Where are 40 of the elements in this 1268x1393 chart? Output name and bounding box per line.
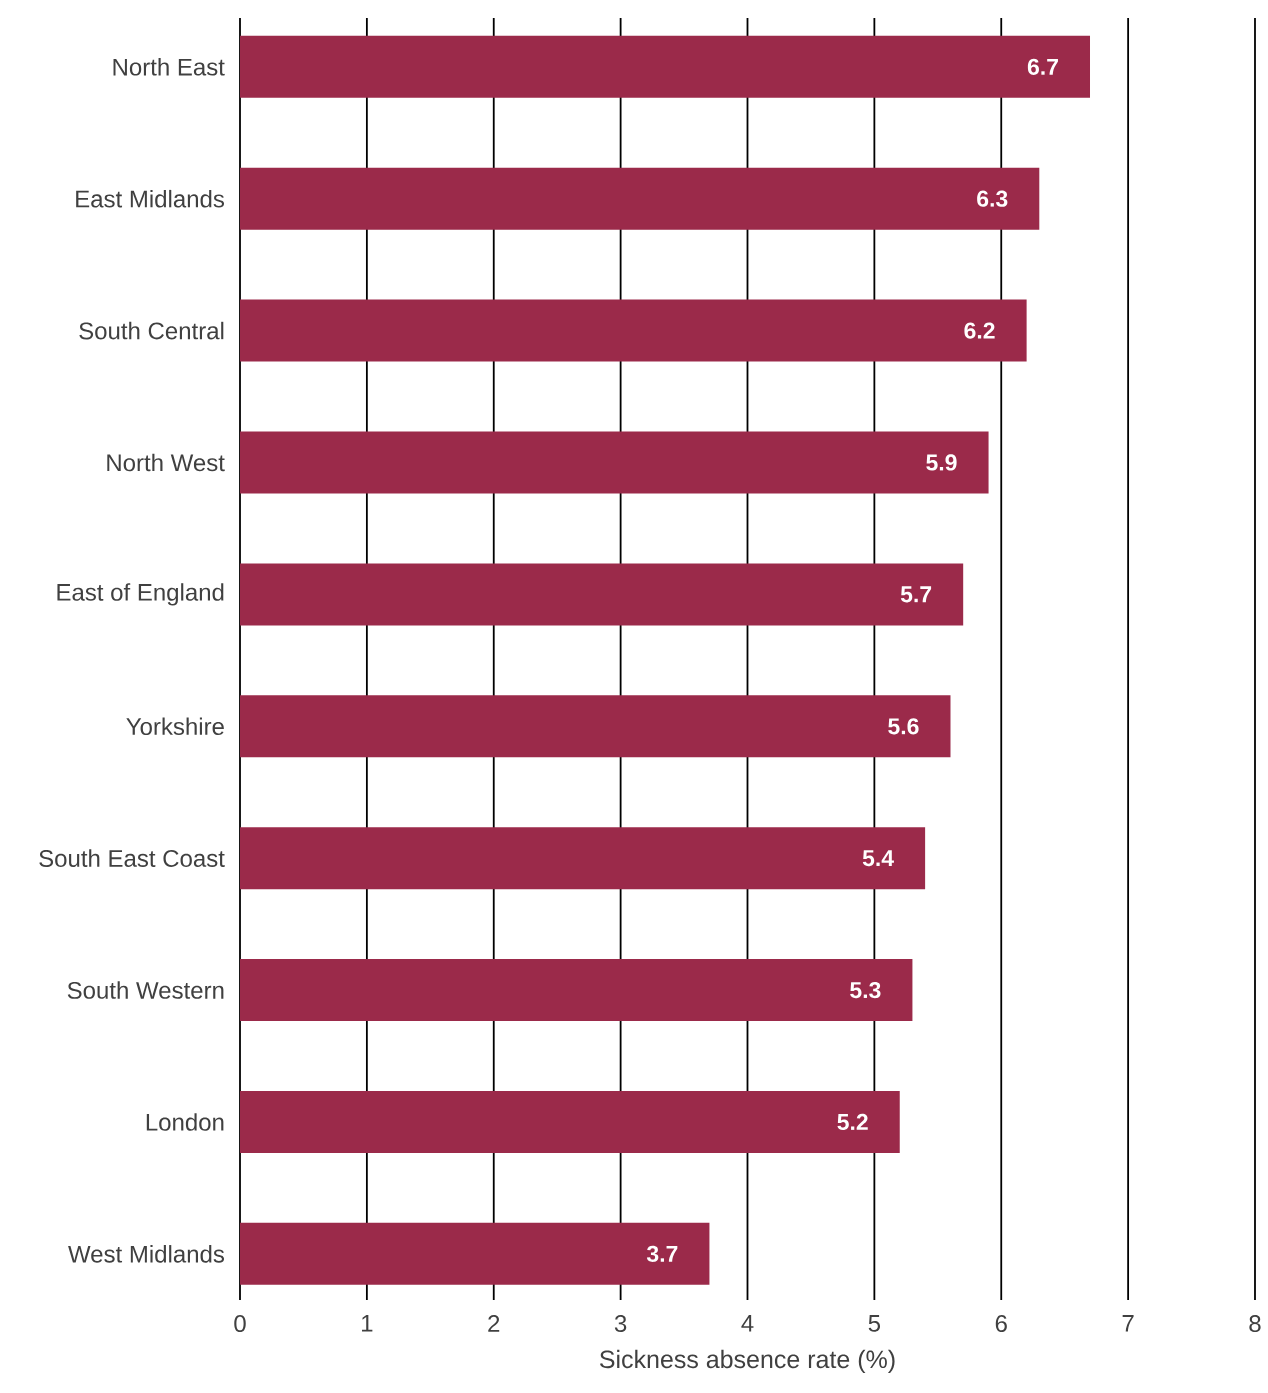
- data-label: 5.7: [900, 586, 931, 603]
- data-label: 5.3: [849, 981, 881, 999]
- data-label: 5.4: [862, 850, 894, 867]
- y-tick-label: North East: [113, 58, 225, 76]
- bar: [239, 959, 913, 1022]
- y-tick-label: East Midlands: [76, 189, 224, 208]
- x-tick-label: 5: [868, 1315, 880, 1332]
- y-tick-label: West Midlands: [67, 1245, 224, 1263]
- data-label: 6.2: [964, 322, 995, 339]
- y-tick-label: East of England: [57, 583, 224, 606]
- x-tick-label: 1: [361, 1315, 373, 1332]
- bar: [239, 299, 1027, 362]
- x-tick-label: 6: [995, 1315, 1007, 1333]
- bar: [239, 1090, 900, 1153]
- x-tick-label: 4: [741, 1315, 754, 1332]
- y-tick-label: London: [146, 1113, 224, 1131]
- bar: [239, 35, 1090, 98]
- data-label: 6.7: [1027, 58, 1058, 75]
- bar: [239, 167, 1040, 230]
- y-tick-label: South East Coast: [39, 849, 225, 867]
- bar: [239, 1222, 710, 1285]
- data-label: 5.9: [926, 454, 957, 471]
- x-axis-title: Sickness absence rate (%): [599, 1349, 895, 1374]
- y-tick-label: South Western: [67, 981, 224, 999]
- bar: [239, 695, 951, 758]
- data-label: 6.3: [976, 190, 1008, 207]
- x-tick-label: 2: [488, 1315, 500, 1332]
- x-tick-label: 0: [234, 1315, 246, 1333]
- bar: [239, 431, 989, 494]
- bar: [239, 563, 964, 626]
- data-label: 5.2: [837, 1113, 868, 1131]
- bar: [239, 827, 925, 890]
- x-tick-label: 7: [1122, 1315, 1134, 1332]
- x-tick-label: 3: [614, 1315, 627, 1333]
- y-tick-label: South Central: [79, 321, 224, 340]
- y-tick-label: North West: [107, 453, 225, 472]
- x-tick-label: 8: [1249, 1315, 1261, 1333]
- data-label: 3.7: [646, 1245, 678, 1262]
- y-tick-label: Yorkshire: [126, 717, 224, 736]
- data-label: 5.6: [888, 718, 919, 735]
